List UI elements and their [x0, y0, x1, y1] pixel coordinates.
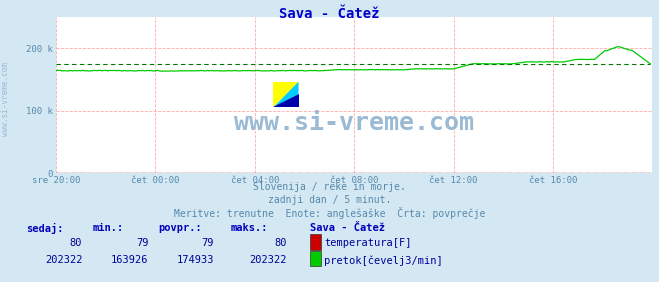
Text: www.si-vreme.com: www.si-vreme.com [1, 62, 10, 136]
Text: Sava - Čatež: Sava - Čatež [279, 7, 380, 21]
Text: povpr.:: povpr.: [158, 223, 202, 233]
Text: maks.:: maks.: [231, 223, 268, 233]
Text: sedaj:: sedaj: [26, 223, 64, 234]
Polygon shape [273, 82, 299, 107]
Text: 79: 79 [202, 238, 214, 248]
Text: Meritve: trenutne  Enote: anglešaške  Črta: povprečje: Meritve: trenutne Enote: anglešaške Črta… [174, 207, 485, 219]
Text: 80: 80 [70, 238, 82, 248]
Text: 174933: 174933 [177, 255, 214, 265]
Text: zadnji dan / 5 minut.: zadnji dan / 5 minut. [268, 195, 391, 204]
Text: Sava - Čatež: Sava - Čatež [310, 223, 385, 233]
Text: 79: 79 [136, 238, 148, 248]
Text: 80: 80 [274, 238, 287, 248]
Text: Slovenija / reke in morje.: Slovenija / reke in morje. [253, 182, 406, 192]
Text: min.:: min.: [92, 223, 123, 233]
Text: temperatura[F]: temperatura[F] [324, 238, 412, 248]
Text: www.si-vreme.com: www.si-vreme.com [234, 111, 474, 135]
Text: 202322: 202322 [249, 255, 287, 265]
Text: 163926: 163926 [111, 255, 148, 265]
Polygon shape [273, 82, 299, 107]
Text: pretok[čevelj3/min]: pretok[čevelj3/min] [324, 255, 443, 266]
Text: 202322: 202322 [45, 255, 82, 265]
Polygon shape [273, 94, 299, 107]
